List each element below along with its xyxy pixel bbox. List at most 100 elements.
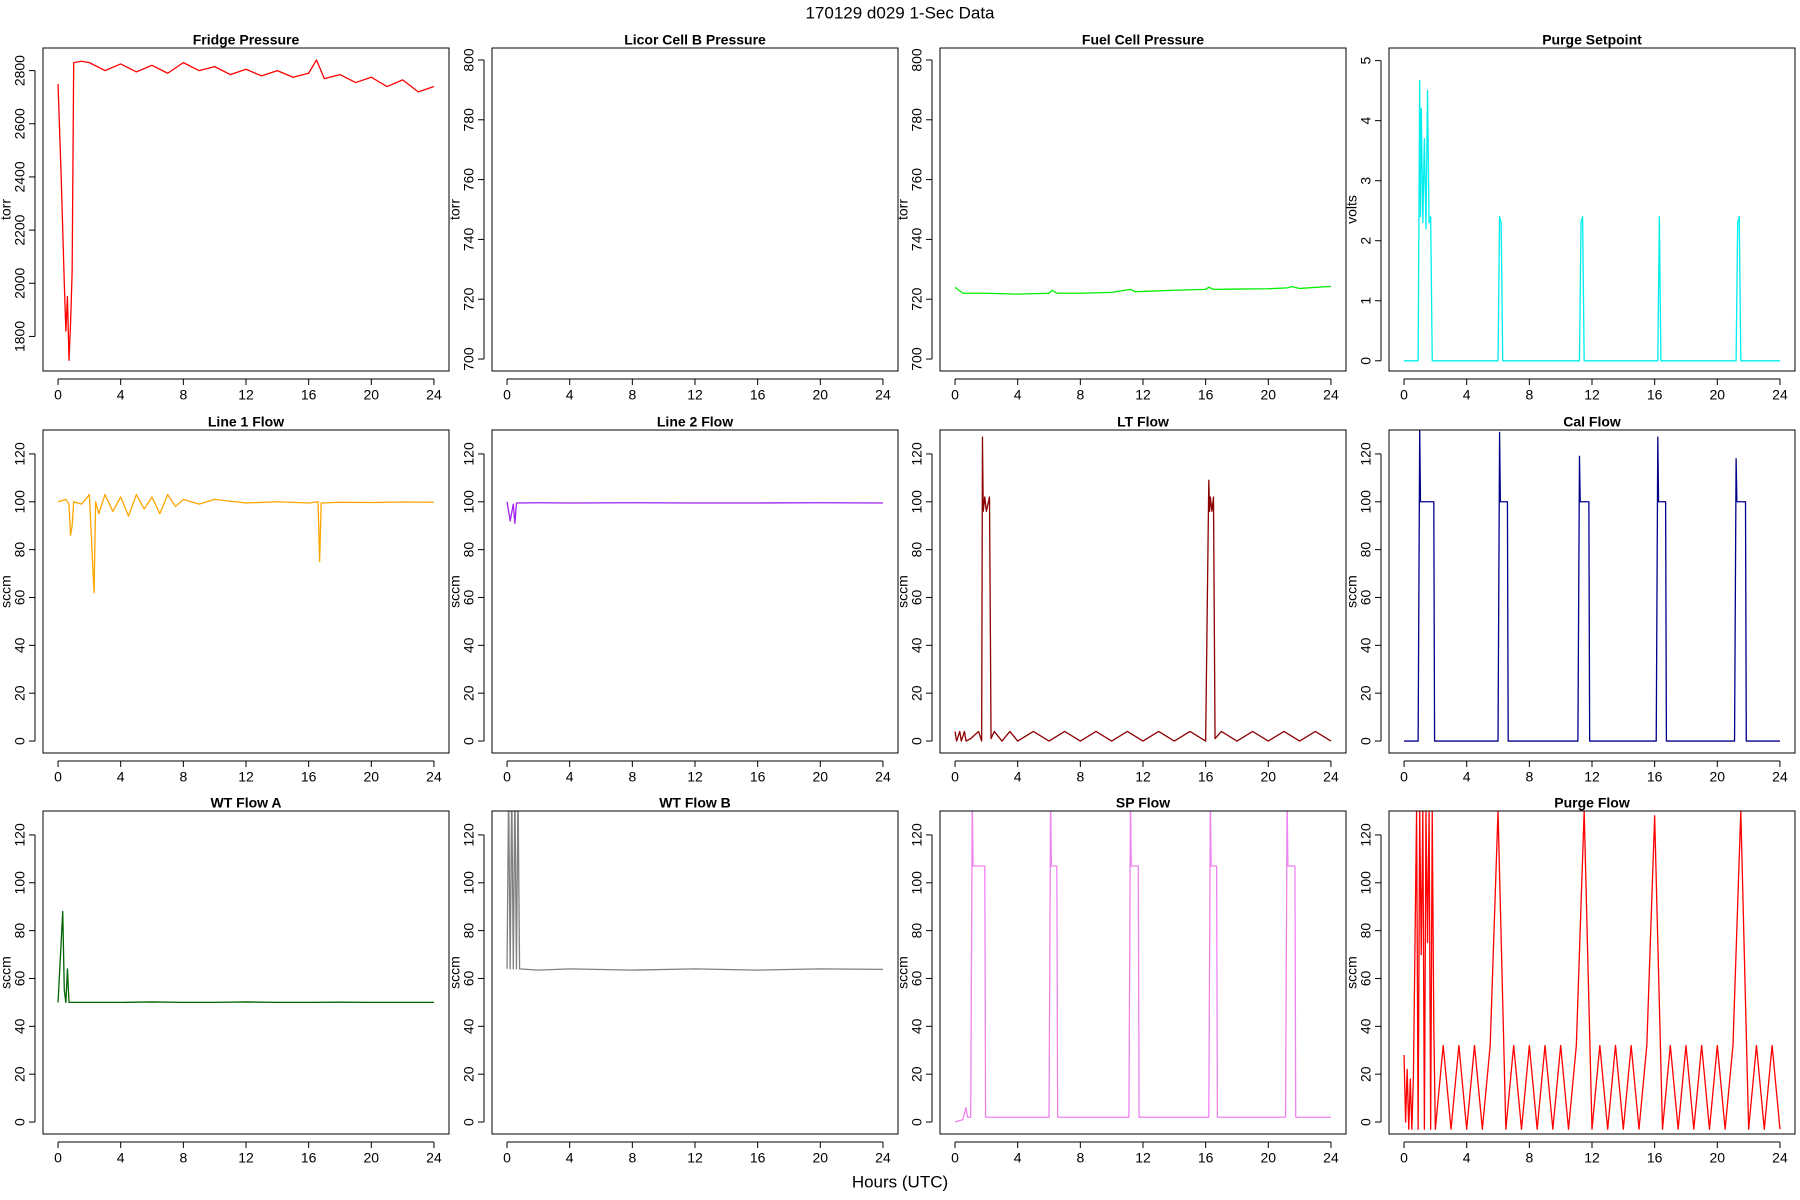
- y-tick-label: 5: [1358, 57, 1374, 65]
- x-tick-label: 16: [1647, 1150, 1663, 1166]
- y-tick-label: 0: [461, 1118, 477, 1126]
- y-tick-label: 60: [461, 589, 477, 605]
- x-tick-label: 24: [875, 1150, 891, 1166]
- plot-frame: [939, 429, 1347, 754]
- x-tick-label: 16: [1198, 387, 1214, 403]
- data-line: [1404, 430, 1780, 742]
- y-tick-label: 2600: [12, 108, 28, 139]
- data-line: [954, 436, 1332, 742]
- data-line: [57, 493, 434, 594]
- y-tick-label: 2800: [12, 55, 28, 86]
- y-tick-label: 780: [909, 108, 925, 132]
- panel: Licor Cell B Pressure torr 0 4 8 12 16 20 24 700 7…: [447, 32, 899, 403]
- x-tick-label: 0: [1400, 1150, 1408, 1166]
- y-tick-label: 740: [461, 228, 477, 252]
- panel-title: WT Flow B: [659, 795, 731, 811]
- plot-frame: [42, 47, 450, 372]
- x-tick-label: 16: [301, 387, 317, 403]
- x-tick-label: 16: [301, 769, 317, 785]
- y-axis-label: sccm: [0, 956, 14, 989]
- x-tick-label: 0: [54, 1150, 62, 1166]
- y-tick-label: 80: [1358, 542, 1374, 558]
- y-tick-label: 20: [909, 685, 925, 701]
- y-tick-label: 100: [1358, 871, 1374, 895]
- x-tick-label: 24: [875, 769, 891, 785]
- data-line: [506, 501, 883, 524]
- y-axis-label: torr: [0, 199, 14, 220]
- x-tick-label: 12: [1135, 387, 1151, 403]
- y-tick-label: 700: [909, 347, 925, 371]
- y-tick-label: 2400: [12, 161, 28, 192]
- x-tick-label: 16: [301, 1150, 317, 1166]
- y-axis-label: sccm: [895, 956, 911, 989]
- x-tick-label: 8: [1076, 387, 1084, 403]
- panel-title: Cal Flow: [1563, 414, 1621, 430]
- y-tick-label: 120: [909, 823, 925, 847]
- y-tick-label: 0: [1358, 737, 1374, 745]
- x-tick-label: 0: [1400, 387, 1408, 403]
- x-tick-label: 12: [687, 1150, 703, 1166]
- x-tick-label: 4: [1014, 769, 1022, 785]
- y-tick-label: 80: [12, 923, 28, 939]
- panel-title: LT Flow: [1117, 414, 1169, 430]
- y-tick-label: 20: [12, 685, 28, 701]
- y-tick-label: 0: [909, 737, 925, 745]
- panel: Line 1 Flow sccm 0 4 8 12 16 20 24 0 20 40 60 80 100 12…: [0, 414, 450, 785]
- x-tick-label: 0: [951, 387, 959, 403]
- y-tick-label: 800: [461, 48, 477, 72]
- y-tick-label: 20: [1358, 1066, 1374, 1082]
- x-tick-label: 20: [1261, 1150, 1277, 1166]
- x-tick-label: 20: [1710, 1150, 1726, 1166]
- y-tick-label: 760: [461, 168, 477, 192]
- x-tick-label: 24: [426, 387, 442, 403]
- y-tick-label: 780: [461, 108, 477, 132]
- y-tick-label: 4: [1358, 117, 1374, 125]
- x-tick-label: 4: [1463, 769, 1471, 785]
- x-tick-label: 8: [179, 769, 187, 785]
- x-tick-label: 24: [426, 769, 442, 785]
- plot-frame: [491, 429, 899, 754]
- x-tick-label: 8: [628, 1150, 636, 1166]
- x-tick-label: 8: [179, 1150, 187, 1166]
- x-tick-label: 0: [951, 1150, 959, 1166]
- data-line: [57, 59, 435, 362]
- y-tick-label: 100: [461, 871, 477, 895]
- y-tick-label: 100: [1358, 490, 1374, 514]
- x-tick-label: 24: [426, 1150, 442, 1166]
- y-tick-label: 20: [1358, 685, 1374, 701]
- y-tick-label: 120: [1358, 823, 1374, 847]
- plot-frame: [939, 810, 1347, 1135]
- x-tick-label: 16: [750, 387, 766, 403]
- x-tick-label: 8: [1525, 769, 1533, 785]
- y-tick-label: 80: [461, 542, 477, 558]
- x-tick-label: 16: [750, 769, 766, 785]
- x-tick-label: 12: [687, 769, 703, 785]
- panel: Fuel Cell Pressure torr 0 4 8 12 16 20 24 700 720 7…: [895, 32, 1347, 403]
- x-tick-label: 12: [238, 769, 254, 785]
- data-line: [506, 811, 883, 971]
- panel: Line 2 Flow sccm 0 4 8 12 16 20 24 0 20 40 60 80 100 12…: [447, 414, 899, 785]
- panel-title: Fridge Pressure: [193, 32, 300, 48]
- x-tick-label: 4: [1014, 1150, 1022, 1166]
- y-tick-label: 100: [461, 490, 477, 514]
- x-tick-label: 20: [1710, 769, 1726, 785]
- panel-title: SP Flow: [1116, 795, 1170, 811]
- plot-frame: [1388, 429, 1796, 754]
- data-line: [954, 811, 1331, 1123]
- y-tick-label: 80: [461, 923, 477, 939]
- x-tick-label: 16: [1647, 769, 1663, 785]
- x-tick-label: 12: [238, 1150, 254, 1166]
- y-tick-label: 0: [12, 1118, 28, 1126]
- x-tick-label: 4: [566, 1150, 574, 1166]
- y-tick-label: 120: [461, 442, 477, 466]
- y-tick-label: 1800: [12, 321, 28, 352]
- x-tick-label: 24: [1323, 769, 1339, 785]
- x-tick-label: 20: [813, 387, 829, 403]
- y-axis-label: volts: [1344, 195, 1360, 224]
- panel: WT Flow B sccm 0 4 8 12 16 20 24 0 20 40 60 80 100 120: [447, 795, 899, 1166]
- x-tick-label: 8: [1076, 1150, 1084, 1166]
- panel-title: Purge Setpoint: [1542, 32, 1642, 48]
- y-tick-label: 40: [12, 637, 28, 653]
- x-tick-label: 0: [1400, 769, 1408, 785]
- y-axis-label: torr: [895, 199, 911, 220]
